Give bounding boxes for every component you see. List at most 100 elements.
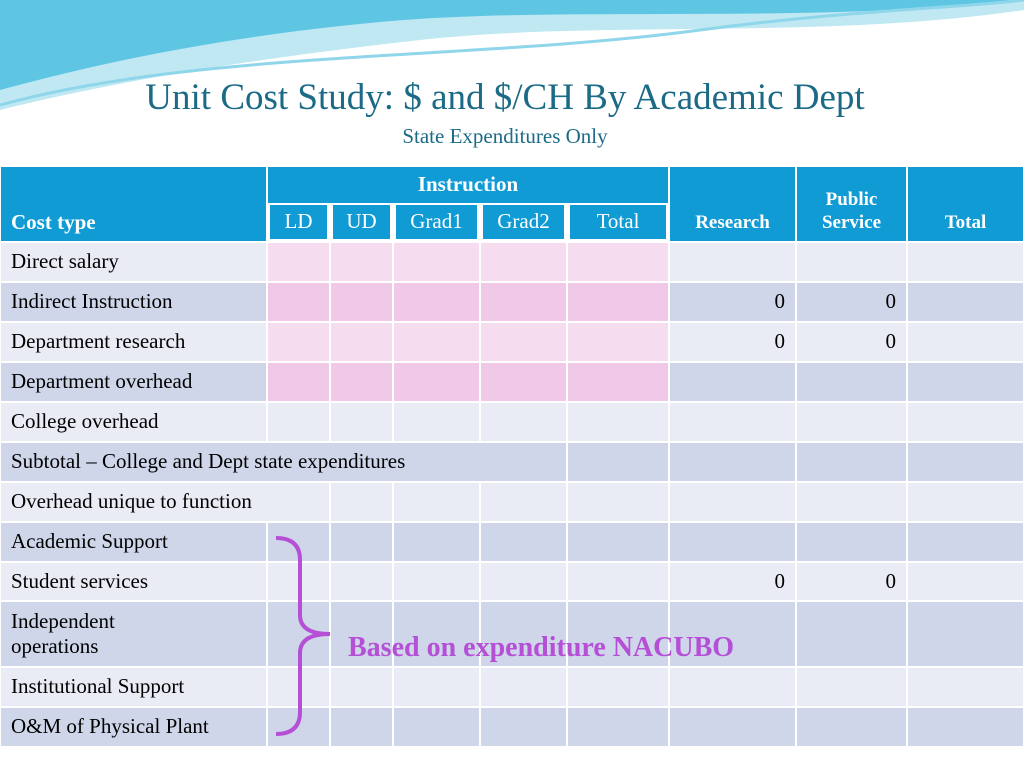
table-cell: Total: [908, 167, 1023, 241]
table-cell: [568, 363, 668, 401]
table-cell: Grad2: [481, 205, 566, 241]
table-cell: [568, 403, 668, 441]
table-cell: Cost type: [1, 167, 266, 241]
table-cell: [908, 403, 1023, 441]
table-cell: [394, 563, 479, 600]
table-cell: [797, 483, 906, 521]
cell-text: 0: [774, 568, 786, 593]
table-cell: Grad1: [394, 205, 479, 241]
cell-text: UD: [346, 209, 377, 234]
table-cell: LD: [268, 205, 329, 241]
table-cell: College overhead: [1, 403, 266, 441]
table-cell: [481, 403, 566, 441]
cell-text: Department overhead: [11, 369, 193, 394]
table-cell: [481, 523, 566, 561]
table-cell: [331, 483, 392, 521]
table-cell: Subtotal – College and Dept state expend…: [1, 443, 566, 481]
table-cell: [268, 403, 329, 441]
table-cell: [568, 668, 668, 706]
cell-text: 0: [885, 568, 897, 593]
table-cell: [394, 602, 479, 666]
table-cell: [268, 323, 329, 361]
table-cell: [481, 563, 566, 600]
table-cell: [481, 483, 566, 521]
table-cell: [331, 563, 392, 600]
table-cell: [568, 243, 668, 281]
table-cell: [481, 602, 566, 666]
table-cell: [331, 243, 392, 281]
table-cell: [568, 323, 668, 361]
table-cell: [908, 523, 1023, 561]
table-cell: [670, 243, 795, 281]
cell-text: Overhead unique to function: [11, 489, 252, 514]
cell-text: Instruction: [417, 172, 519, 197]
table-cell: [481, 668, 566, 706]
table-cell: [908, 708, 1023, 746]
table-cell: [394, 283, 479, 321]
cell-text: Independent operations: [11, 608, 115, 658]
table-cell: [568, 283, 668, 321]
table-cell: [908, 363, 1023, 401]
table-cell: [797, 443, 906, 481]
table-cell: [394, 403, 479, 441]
table-cell: 0: [797, 323, 906, 361]
table-cell: O&M of Physical Plant: [1, 708, 266, 746]
table-cell: [331, 283, 392, 321]
table-cell: [394, 243, 479, 281]
table-cell: UD: [331, 205, 392, 241]
table-cell: [797, 602, 906, 666]
table-cell: [481, 708, 566, 746]
table-cell: [268, 283, 329, 321]
table-cell: Department overhead: [1, 363, 266, 401]
table-cell: [568, 443, 668, 481]
cell-text: Subtotal – College and Dept state expend…: [11, 449, 406, 474]
cell-text: LD: [284, 209, 313, 234]
cell-text: 0: [774, 289, 786, 314]
table-cell: Research: [670, 167, 795, 241]
cell-text: 0: [885, 329, 897, 354]
cell-text: O&M of Physical Plant: [11, 714, 209, 739]
cell-text: Research: [695, 212, 770, 234]
table-cell: [481, 363, 566, 401]
table-cell: [481, 283, 566, 321]
cell-text: Grad1: [410, 209, 463, 234]
table-cell: [481, 243, 566, 281]
table-cell: [331, 602, 392, 666]
table-cell: Student services: [1, 563, 266, 600]
table-cell: Overhead unique to function: [1, 483, 329, 521]
table-cell: [394, 363, 479, 401]
table-cell: Indirect Instruction: [1, 283, 266, 321]
table-cell: [670, 443, 795, 481]
table-cell: 0: [670, 563, 795, 600]
table-cell: [331, 363, 392, 401]
cell-text: Direct salary: [11, 249, 119, 274]
cell-text: 0: [774, 329, 786, 354]
table-cell: [908, 443, 1023, 481]
table-cell: Total: [568, 205, 668, 241]
table-cell: [568, 523, 668, 561]
annotation: Based on expenditure NACUBO: [348, 632, 735, 663]
table-cell: [670, 483, 795, 521]
cell-text: 0: [885, 289, 897, 314]
cell-text: Total: [596, 209, 640, 234]
table-cell: [670, 602, 795, 666]
table-cell: [331, 403, 392, 441]
table-cell: Direct salary: [1, 243, 266, 281]
table-cell: [797, 708, 906, 746]
cell-text: Department research: [11, 329, 186, 354]
table-cell: 0: [797, 283, 906, 321]
table-cell: [908, 563, 1023, 600]
cell-text: Cost type: [11, 209, 96, 234]
table-cell: [797, 243, 906, 281]
table-cell: [331, 323, 392, 361]
table-cell: [331, 668, 392, 706]
table-cell: 0: [670, 283, 795, 321]
table-cell: 0: [797, 563, 906, 600]
table-cell: [568, 563, 668, 600]
table-cell: [568, 708, 668, 746]
table-cell: [568, 483, 668, 521]
table-cell: [394, 668, 479, 706]
table-cell: Academic Support: [1, 523, 266, 561]
table-cell: [908, 602, 1023, 666]
